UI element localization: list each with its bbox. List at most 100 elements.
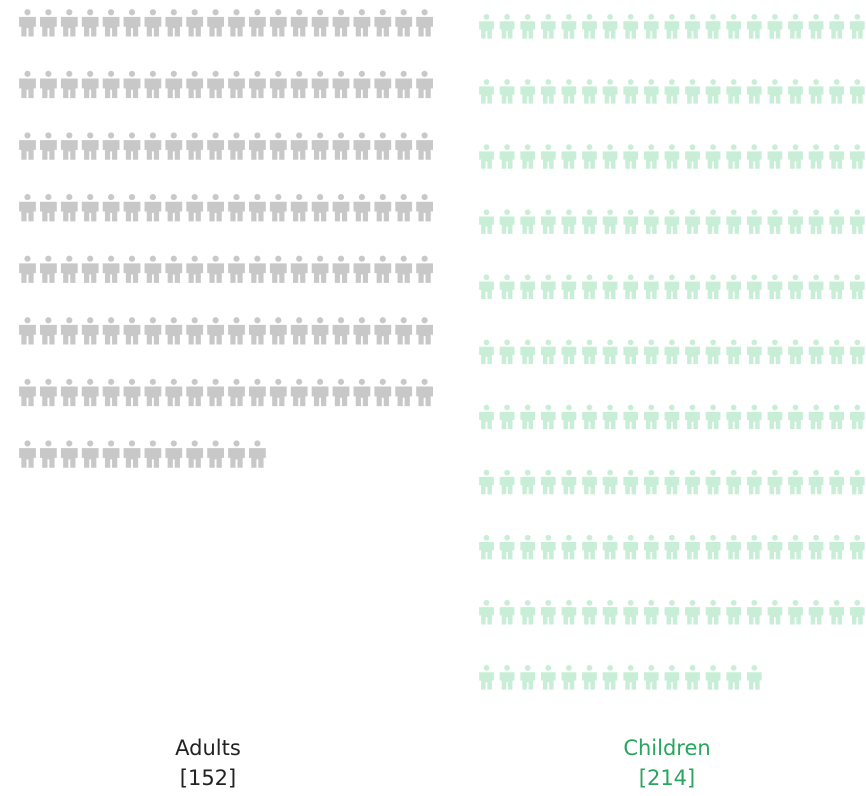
child-person-icon [479, 599, 494, 625]
child-person-icon [808, 209, 824, 234]
child-person-icon [726, 14, 742, 39]
child-person-icon [643, 144, 659, 169]
child-person-icon [540, 665, 556, 690]
child-person-icon [788, 209, 803, 234]
adult-person-icon [395, 317, 413, 345]
child-person-icon [829, 274, 845, 299]
child-person-icon [849, 14, 865, 39]
child-person-icon [582, 144, 597, 169]
adult-person-icon [81, 9, 99, 37]
child-person-icon [829, 404, 845, 430]
child-person-icon [685, 144, 700, 169]
child-person-icon [685, 79, 700, 104]
child-person-icon [664, 469, 680, 495]
adult-person-icon [353, 193, 371, 222]
child-person-icon [520, 404, 536, 430]
child-person-icon [499, 665, 515, 690]
child-person-icon [746, 469, 762, 495]
child-person-icon [746, 534, 762, 560]
child-person-icon [520, 599, 536, 625]
adult-person-icon [311, 9, 329, 37]
child-person-icon [561, 599, 577, 625]
child-person-icon [849, 209, 865, 234]
child-person-icon [788, 404, 803, 430]
child-person-icon [479, 14, 494, 39]
adult-person-icon [40, 440, 57, 468]
child-person-icon [705, 404, 721, 430]
adult-person-icon [228, 440, 245, 468]
adult-person-icon [102, 378, 120, 407]
child-person-icon [808, 79, 824, 104]
adult-person-icon [228, 193, 245, 222]
child-person-icon [685, 404, 700, 430]
child-person-icon [602, 14, 618, 39]
child-person-icon [499, 209, 515, 234]
child-person-icon [602, 274, 618, 299]
adult-person-icon [40, 132, 57, 160]
adult-person-icon [123, 132, 141, 160]
adult-person-icon [40, 255, 57, 283]
child-person-icon [705, 274, 721, 299]
child-person-icon [767, 79, 783, 104]
adult-person-icon [102, 317, 120, 345]
adult-person-icon [395, 255, 413, 283]
adult-person-icon [144, 440, 162, 468]
child-person-icon [788, 144, 803, 169]
adult-person-icon [374, 132, 392, 160]
adult-person-icon [311, 378, 329, 407]
adult-person-icon [207, 132, 224, 160]
adult-person-icon [19, 132, 36, 160]
child-person-icon [540, 79, 556, 104]
adult-person-icon [165, 440, 183, 468]
child-person-icon [623, 665, 639, 690]
child-person-icon [602, 534, 618, 560]
child-person-icon [499, 599, 515, 625]
adult-person-icon [40, 70, 57, 99]
adult-person-icon [81, 255, 99, 283]
adult-person-icon [123, 440, 141, 468]
adult-person-icon [60, 255, 78, 283]
adult-person-icon [144, 70, 162, 99]
child-person-icon [643, 209, 659, 234]
adult-person-icon [249, 193, 266, 222]
child-person-icon [664, 209, 680, 234]
adults-icon-group [19, 9, 433, 468]
adult-person-icon [40, 378, 57, 407]
child-person-icon [849, 534, 865, 560]
child-person-icon [643, 599, 659, 625]
child-person-icon [664, 534, 680, 560]
adult-person-icon [374, 193, 392, 222]
adult-person-icon [228, 132, 245, 160]
child-person-icon [664, 665, 680, 690]
child-person-icon [643, 534, 659, 560]
child-person-icon [829, 469, 845, 495]
adult-person-icon [269, 317, 287, 345]
child-person-icon [623, 14, 639, 39]
adult-person-icon [269, 9, 287, 37]
adult-person-icon [81, 193, 99, 222]
child-person-icon [520, 209, 536, 234]
child-person-icon [520, 534, 536, 560]
child-person-icon [602, 404, 618, 430]
child-person-icon [520, 665, 536, 690]
adult-person-icon [290, 9, 308, 37]
adult-person-icon [165, 132, 183, 160]
child-person-icon [623, 79, 639, 104]
adults-label: Adults [152] [98, 733, 318, 793]
adult-person-icon [395, 9, 413, 37]
adult-person-icon [332, 317, 350, 345]
child-person-icon [705, 469, 721, 495]
adult-person-icon [353, 378, 371, 407]
adult-person-icon [40, 193, 57, 222]
adult-person-icon [395, 378, 413, 407]
adult-person-icon [165, 378, 183, 407]
child-person-icon [520, 144, 536, 169]
child-person-icon [767, 274, 783, 299]
adult-person-icon [311, 255, 329, 283]
child-person-icon [664, 79, 680, 104]
adult-person-icon [186, 440, 204, 468]
adult-person-icon [353, 317, 371, 345]
adult-person-icon [290, 317, 308, 345]
child-person-icon [829, 599, 845, 625]
adult-person-icon [269, 132, 287, 160]
